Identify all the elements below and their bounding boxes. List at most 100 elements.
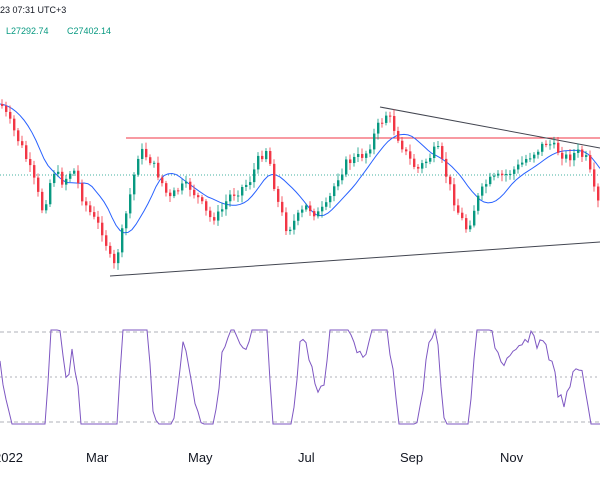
rsi-line [0,328,600,425]
candle-body [5,106,8,112]
candle-body [405,149,408,152]
candle-body [333,186,336,197]
header-close: C27402.14 [67,26,112,36]
candle-body [317,211,320,217]
candle-body [157,162,160,178]
candle-body [249,182,252,185]
candle-body [13,118,16,131]
candle-body [173,190,176,197]
candle-body [265,151,268,160]
x-tick-label: May [188,450,213,465]
candle-body [477,195,480,211]
candle-body [485,184,488,187]
candle-body [509,173,512,175]
candle-body [33,165,36,178]
candle-body [85,201,88,206]
candle-body [229,194,232,202]
candle-body [73,170,76,174]
candle-body [149,157,152,164]
candle-body [69,173,72,179]
candle-body [409,151,412,159]
candle-body [77,170,80,184]
candle-body [193,189,196,196]
candle-body [221,209,224,212]
candle-body [349,159,352,164]
candle-body [49,183,52,205]
candle-body [421,163,424,169]
candle-body [97,216,100,223]
candle-body [577,149,580,153]
candle-body [573,152,576,161]
candle-body [113,253,116,264]
candle-body [497,173,500,176]
candle-body [177,190,180,192]
candle-body [561,152,564,159]
candle-body [437,146,440,148]
candle-body [1,104,4,107]
candle-body [313,211,316,217]
x-tick-label: Mar [86,450,109,465]
candle-body [25,145,28,160]
candle-body [197,195,200,198]
candle-body [129,194,132,214]
candle-body [141,148,144,159]
candle-body [321,206,324,212]
header-low: L27292.74 [6,26,49,36]
candle-body [553,142,556,145]
candle-body [269,151,272,164]
candle-body [93,212,96,217]
candle-body [373,133,376,150]
candle-body [325,202,328,207]
candle-body [369,149,372,154]
candle-body [377,122,380,134]
support-trendline [109,241,600,277]
candle-body [565,154,568,159]
candle-body [533,154,536,159]
candle-body [257,155,260,170]
candle-body [17,130,20,142]
candle-body [473,210,476,226]
descending-trendline [379,106,600,149]
candle-body [585,155,588,157]
candle-body [281,201,284,213]
candle-body [241,187,244,196]
x-tick-label: Jul [298,450,315,465]
candle-body [357,153,360,157]
candle-body [29,159,32,166]
candle-body [529,158,532,160]
candle-body [453,184,456,206]
candle-body [57,171,60,174]
candle-body [389,115,392,117]
candle-body [365,153,368,158]
candle-body [125,213,128,229]
candle-body [253,169,256,183]
candle-body [137,158,140,175]
candle-body [45,204,48,211]
candle-body [65,178,68,185]
candle-body [89,205,92,213]
candle-body [345,159,348,175]
candle-body [237,195,240,197]
candle-body [109,245,112,254]
drawing-layer [0,103,600,277]
candle-body [461,212,464,219]
candle-body [593,169,596,187]
candle-body [501,173,504,176]
candle-body [537,151,540,155]
candle-body [417,166,420,169]
candle-body [277,188,280,202]
candle-body [9,111,12,119]
candle-body [569,154,572,161]
candle-body [481,186,484,196]
header-time: 23 07:31 UTC+3 [0,5,67,15]
candle-body [521,162,524,165]
x-tick-label: Sep [400,450,423,465]
candle-body [133,174,136,195]
candle-body [465,218,468,230]
candles-layer [1,99,600,270]
candle-body [185,181,188,184]
candle-body [165,183,168,193]
candle-body [353,156,356,164]
candle-body [217,211,220,221]
